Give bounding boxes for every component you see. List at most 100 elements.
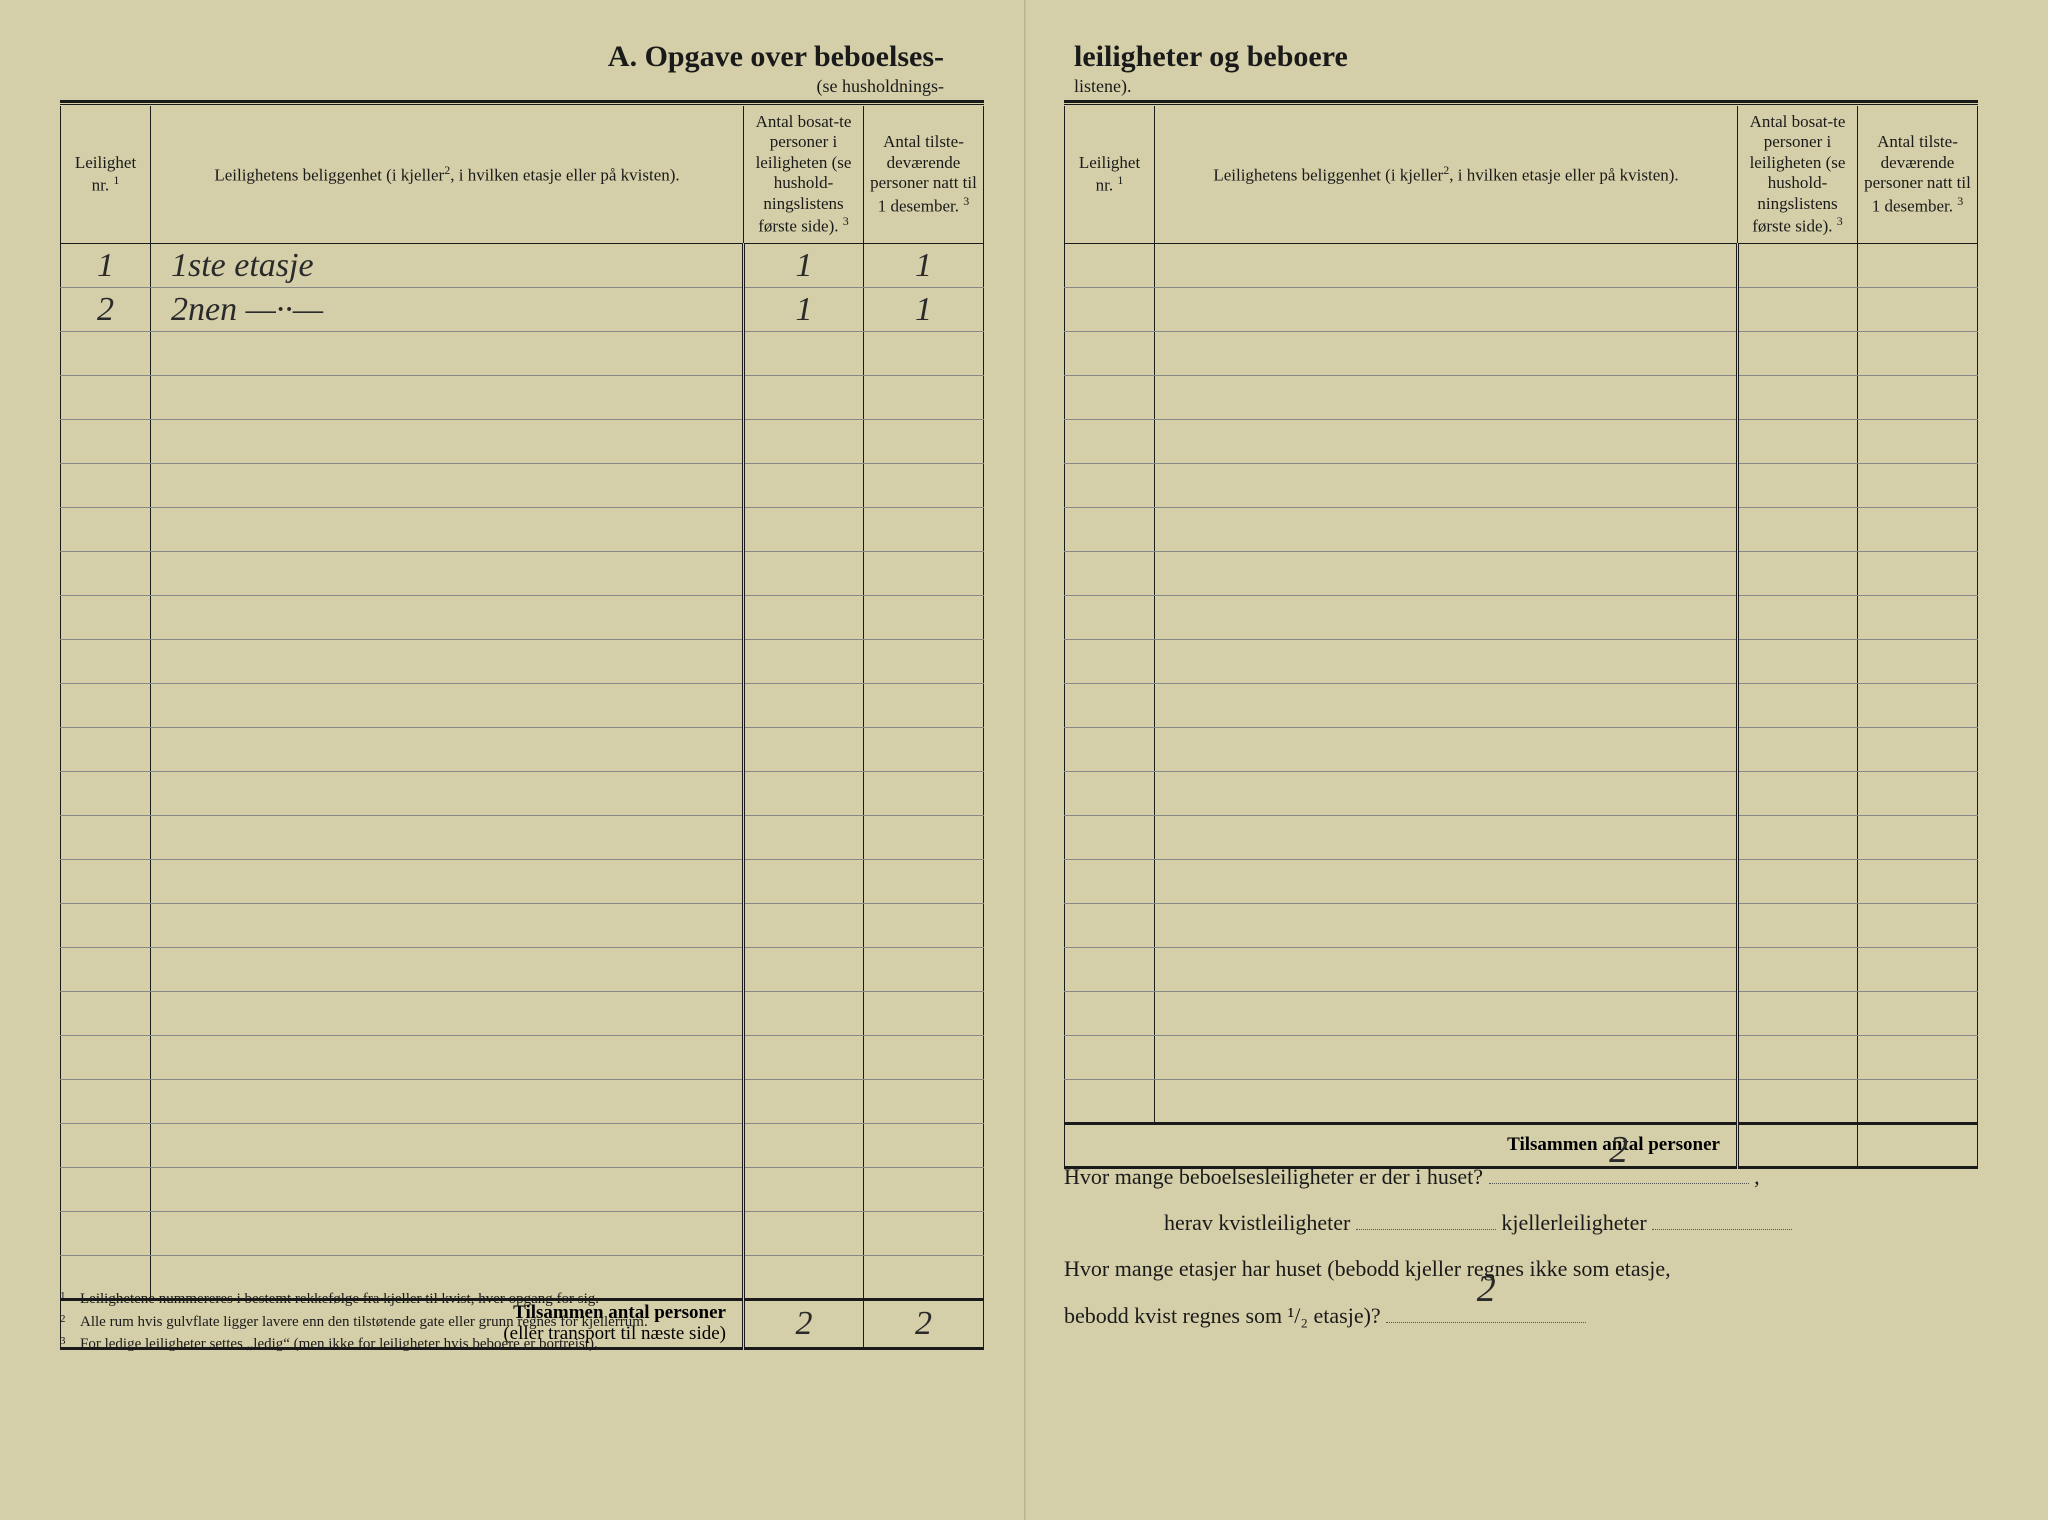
table-row-empty xyxy=(1065,552,1978,596)
table-row-empty xyxy=(1065,1036,1978,1080)
table-row-empty xyxy=(1065,728,1978,772)
r-col-c3-sup: 3 xyxy=(1837,214,1843,228)
right-title: leiligheter og beboere xyxy=(1064,40,1978,74)
r-col-nr-header: Leilighet nr. 1 xyxy=(1065,106,1155,244)
table-row-empty xyxy=(61,728,984,772)
table-row-empty xyxy=(61,772,984,816)
left-title: A. Opgave over beboelses- xyxy=(60,40,984,74)
cell-c4: 1 xyxy=(864,244,984,288)
table-row-empty xyxy=(61,904,984,948)
cell-nr: 2 xyxy=(61,288,151,332)
q3-value: 2 xyxy=(1477,1250,1496,1330)
table-row-empty xyxy=(1065,420,1978,464)
table-row-empty xyxy=(61,992,984,1036)
question-2: herav kvistleiligheter kjellerleilighete… xyxy=(1064,1200,1978,1246)
r-col-c3-text: Antal bosat-te personer i leiligheten (s… xyxy=(1750,112,1846,236)
q3b-text: bebodd kvist regnes som ¹/₂ etasje)? xyxy=(1064,1303,1381,1328)
right-table-body xyxy=(1065,244,1978,1124)
left-page: A. Opgave over beboelses- (se husholdnin… xyxy=(0,0,1024,1520)
table-row-empty xyxy=(61,860,984,904)
cell-c3: 1 xyxy=(744,288,864,332)
fn2-text: Alle rum hvis gulvflate ligger lavere en… xyxy=(80,1311,648,1334)
q1-value: 2 xyxy=(1609,1111,1628,1191)
q1-text: Hvor mange beboelsesleiligheter er der i… xyxy=(1064,1164,1483,1189)
right-page: leiligheter og beboere listene). Leiligh… xyxy=(1024,0,2048,1520)
cell-loc: 2nen —··— xyxy=(151,288,744,332)
r-col-c4-header: Antal tilste-deværende personer natt til… xyxy=(1858,106,1978,244)
q1-fill: 2 xyxy=(1489,1162,1749,1184)
q3-fill: 2 xyxy=(1386,1301,1586,1323)
rule xyxy=(1064,103,1978,105)
q3a-text: Hvor mange etasjer har huset (bebodd kje… xyxy=(1064,1256,1671,1281)
table-row-empty xyxy=(61,596,984,640)
col-c3-header: Antal bosat-te personer i leiligheten (s… xyxy=(744,106,864,244)
table-row-empty xyxy=(61,816,984,860)
col-nr-sup: 1 xyxy=(113,173,119,187)
table-row-empty xyxy=(1065,640,1978,684)
table-row-empty xyxy=(1065,948,1978,992)
page-spine xyxy=(1024,0,1026,1520)
table-row-empty xyxy=(1065,464,1978,508)
cell-loc: 1ste etasje xyxy=(151,244,744,288)
col-loc-b: , i hvilken etasje eller på kvisten). xyxy=(450,166,679,185)
table-row-empty xyxy=(61,1036,984,1080)
left-table-wrap: Leilighet nr. 1 Leilighetens beliggenhet… xyxy=(60,106,984,1276)
col-nr-header: Leilighet nr. 1 xyxy=(61,106,151,244)
table-row-empty xyxy=(61,420,984,464)
footnote-3: 3For ledige leiligheter settes „ledig“ (… xyxy=(60,1333,984,1356)
r-col-c3-header: Antal bosat-te personer i leiligheten (s… xyxy=(1738,106,1858,244)
r-col-c4-text: Antal tilste-deværende personer natt til… xyxy=(1864,132,1971,215)
col-loc-header: Leilighetens beliggenhet (i kjeller2, i … xyxy=(151,106,744,244)
q2a-fill xyxy=(1356,1208,1496,1230)
table-row-empty xyxy=(61,332,984,376)
table-row-empty xyxy=(61,1168,984,1212)
r-col-loc-header: Leilighetens beliggenhet (i kjeller2, i … xyxy=(1155,106,1738,244)
table-row: 11ste etasje11 xyxy=(61,244,984,288)
table-row-empty xyxy=(1065,332,1978,376)
table-row-empty xyxy=(1065,508,1978,552)
r-col-nr-sup: 1 xyxy=(1117,173,1123,187)
cell-c3: 1 xyxy=(744,244,864,288)
r-col-loc-b: , i hvilken etasje eller på kvisten). xyxy=(1449,166,1678,185)
cell-c4: 1 xyxy=(864,288,984,332)
table-row-empty xyxy=(61,1080,984,1124)
q2b-text: kjellerleiligheter xyxy=(1501,1210,1646,1235)
q2a-text: herav kvistleiligheter xyxy=(1164,1210,1350,1235)
col-c3-sup: 3 xyxy=(843,214,849,228)
table-row-empty xyxy=(1065,992,1978,1036)
question-3a: Hvor mange etasjer har huset (bebodd kje… xyxy=(1064,1246,1978,1292)
cell-nr: 1 xyxy=(61,244,151,288)
table-row: 22nen —··—11 xyxy=(61,288,984,332)
table-row-empty xyxy=(61,1212,984,1256)
question-3b: bebodd kvist regnes som ¹/₂ etasje)? 2 xyxy=(1064,1293,1978,1339)
table-row-empty xyxy=(1065,904,1978,948)
table-row-empty xyxy=(1065,816,1978,860)
table-row-empty xyxy=(61,1124,984,1168)
q2b-fill xyxy=(1652,1208,1792,1230)
table-row-empty xyxy=(61,464,984,508)
col-loc-a: Leilighetens beliggenhet (i kjeller xyxy=(214,166,444,185)
r-col-nr-text: Leilighet nr. xyxy=(1079,153,1140,195)
footnotes: 1Leilighetene nummereres i bestemt rekke… xyxy=(60,1288,984,1356)
fn3-text: For ledige leiligheter settes „ledig“ (m… xyxy=(80,1333,598,1356)
col-c3-text: Antal bosat-te personer i leiligheten (s… xyxy=(756,112,852,236)
table-row-empty xyxy=(1065,596,1978,640)
table-row-empty xyxy=(1065,1080,1978,1124)
table-row-empty xyxy=(1065,376,1978,420)
table-row-empty xyxy=(1065,288,1978,332)
table-row-empty xyxy=(1065,684,1978,728)
col-nr-text: Leilighet nr. xyxy=(75,153,136,195)
table-row-empty xyxy=(61,508,984,552)
r-col-c4-sup: 3 xyxy=(1957,194,1963,208)
right-subtitle: listene). xyxy=(1064,76,1978,103)
right-table: Leilighet nr. 1 Leilighetens beliggenhet… xyxy=(1064,106,1978,1169)
fn1-text: Leilighetene nummereres i bestemt rekkef… xyxy=(80,1288,599,1311)
col-c4-header: Antal tilste-deværende personer natt til… xyxy=(864,106,984,244)
questions: Hvor mange beboelsesleiligheter er der i… xyxy=(1064,1154,1978,1339)
footnote-2: 2Alle rum hvis gulvflate ligger lavere e… xyxy=(60,1311,984,1334)
table-row-empty xyxy=(1065,244,1978,288)
right-table-wrap: Leilighet nr. 1 Leilighetens beliggenhet… xyxy=(1064,106,1978,1136)
left-table: Leilighet nr. 1 Leilighetens beliggenhet… xyxy=(60,106,984,1350)
left-table-body: 11ste etasje1122nen —··—11 xyxy=(61,244,984,1300)
table-row-empty xyxy=(61,640,984,684)
